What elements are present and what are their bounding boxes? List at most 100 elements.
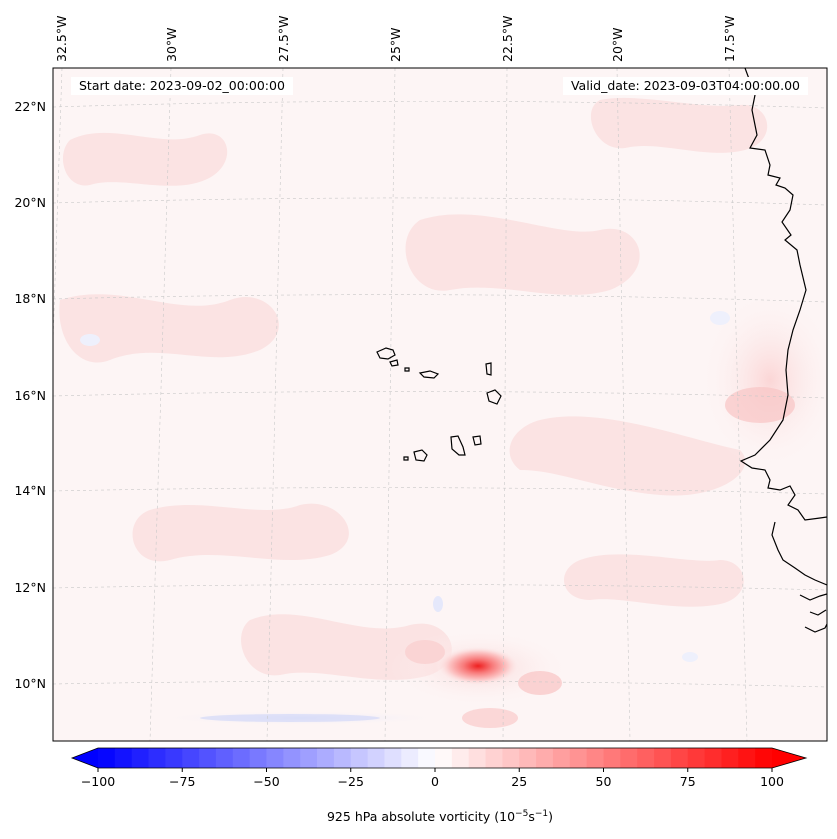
- colorbar-tick-label: 75: [680, 774, 696, 789]
- colorbar-label: 925 hPa absolute vorticity (10−5s−1): [327, 809, 553, 824]
- colorbar-cell: [350, 748, 368, 768]
- colorbar-cell: [300, 748, 318, 768]
- negative-vorticity-spot: [433, 596, 443, 612]
- lat-label: 20°N: [14, 195, 46, 210]
- colorbar-cell: [704, 748, 722, 768]
- colorbar-cell: [502, 748, 520, 768]
- african-coastline: [739, 68, 827, 521]
- pink-patch: [62, 132, 228, 186]
- colorbar-cell: [738, 748, 756, 768]
- colorbar-cell: [435, 748, 453, 768]
- valid-date-label: Valid_date: 2023-09-03T04:00:00.00: [562, 77, 808, 95]
- colorbar-cells: [98, 748, 773, 768]
- colorbar-cell: [687, 748, 705, 768]
- lat-label: 18°N: [14, 291, 46, 306]
- latitude-labels: 22°N 20°N 18°N 16°N 14°N 12°N 10°N: [14, 99, 46, 691]
- negative-vorticity-band: [200, 714, 380, 722]
- colorbar-tick-label: −50: [253, 774, 279, 789]
- colorbar-cell: [620, 748, 638, 768]
- disturbance-tail: [462, 708, 518, 728]
- pink-patch: [590, 97, 768, 153]
- colorbar-cell: [536, 748, 554, 768]
- lat-label: 10°N: [14, 676, 46, 691]
- colorbar-cell: [266, 748, 284, 768]
- longitude-labels: 32.5°W 30°W 27.5°W 25°W 22.5°W 20°W 17.5…: [54, 16, 737, 62]
- lon-label: 30°W: [164, 27, 179, 62]
- pink-patch: [563, 554, 744, 607]
- colorbar-ticks: −100 −75 −50 −25 0 25 50 75 100: [81, 768, 784, 789]
- colorbar-cell: [367, 748, 385, 768]
- lat-label: 22°N: [14, 99, 46, 114]
- colorbar-tick-label: 25: [511, 774, 527, 789]
- colorbar-cell: [199, 748, 217, 768]
- colorbar-cell: [552, 748, 571, 768]
- lat-label: 14°N: [14, 483, 46, 498]
- negative-vorticity-spot: [682, 652, 698, 662]
- lon-label: 32.5°W: [54, 16, 69, 62]
- colorbar-tick-label: 0: [431, 774, 439, 789]
- colorbar-cell: [603, 748, 621, 768]
- pink-patch: [59, 294, 279, 363]
- colorbar-cell: [98, 748, 116, 768]
- map-frame: [52, 67, 828, 742]
- colorbar-tick-label: −25: [338, 774, 364, 789]
- colorbar-cell: [519, 748, 537, 768]
- lon-label: 22.5°W: [500, 16, 515, 62]
- island-outline: [485, 362, 492, 376]
- disturbance-tail: [405, 640, 445, 664]
- colorbar-cell: [114, 748, 133, 768]
- colorbar-cell: [637, 748, 655, 768]
- colorbar-cell: [755, 748, 773, 768]
- lat-label: 12°N: [14, 580, 46, 595]
- colorbar-cell: [215, 748, 234, 768]
- map-panel: [52, 67, 828, 742]
- island-outline: [389, 359, 399, 367]
- colorbar-cell: [182, 748, 200, 768]
- colorbar-cell: [451, 748, 470, 768]
- lon-label: 27.5°W: [276, 16, 291, 62]
- colorbar: −100 −75 −50 −25 0 25 50 75 100 925 hPa absolute…: [70, 747, 808, 824]
- island-outline: [404, 367, 410, 372]
- lon-label: 17.5°W: [722, 16, 737, 62]
- island-outline: [418, 370, 440, 379]
- colorbar-tick-label: 100: [760, 774, 784, 789]
- colorbar-tick-label: −75: [169, 774, 195, 789]
- african-coastline: [771, 521, 827, 586]
- island-outline: [450, 435, 466, 456]
- colorbar-cell: [485, 748, 503, 768]
- colorbar-cell: [384, 748, 402, 768]
- colorbar-cell: [468, 748, 486, 768]
- colorbar-cell: [654, 748, 672, 768]
- colorbar-cell: [721, 748, 739, 768]
- colorbar-extend-low: [72, 748, 98, 768]
- colorbar-cell: [283, 748, 301, 768]
- vorticity-field: [53, 68, 827, 741]
- colorbar-tick-label: −100: [81, 774, 115, 789]
- colorbar-cell: [232, 748, 251, 768]
- pink-patch: [509, 416, 746, 496]
- colorbar-cell: [569, 748, 588, 768]
- island-outline: [413, 449, 428, 462]
- negative-vorticity-spot: [80, 334, 100, 346]
- graticule: [53, 68, 827, 741]
- colorbar-cell: [401, 748, 419, 768]
- lon-label: 20°W: [610, 27, 625, 62]
- colorbar-cell: [131, 748, 149, 768]
- disturbance-tail: [518, 671, 562, 695]
- lon-label: 25°W: [388, 27, 403, 62]
- colorbar-tick-label: 50: [596, 774, 612, 789]
- colorbar-extend-high: [772, 748, 806, 768]
- pink-patch: [405, 214, 640, 295]
- cape-verde-islands: [376, 347, 502, 462]
- african-coastline: [799, 593, 827, 601]
- vorticity-maximum: [436, 646, 520, 686]
- colorbar-cell: [586, 748, 604, 768]
- island-outline: [486, 389, 502, 405]
- colorbar-cell: [333, 748, 352, 768]
- coastal-vorticity-band: [700, 290, 827, 470]
- colorbar-cell: [148, 748, 166, 768]
- coastal-vorticity-band: [725, 387, 795, 423]
- negative-vorticity-spot: [710, 311, 730, 325]
- island-outline: [403, 456, 409, 461]
